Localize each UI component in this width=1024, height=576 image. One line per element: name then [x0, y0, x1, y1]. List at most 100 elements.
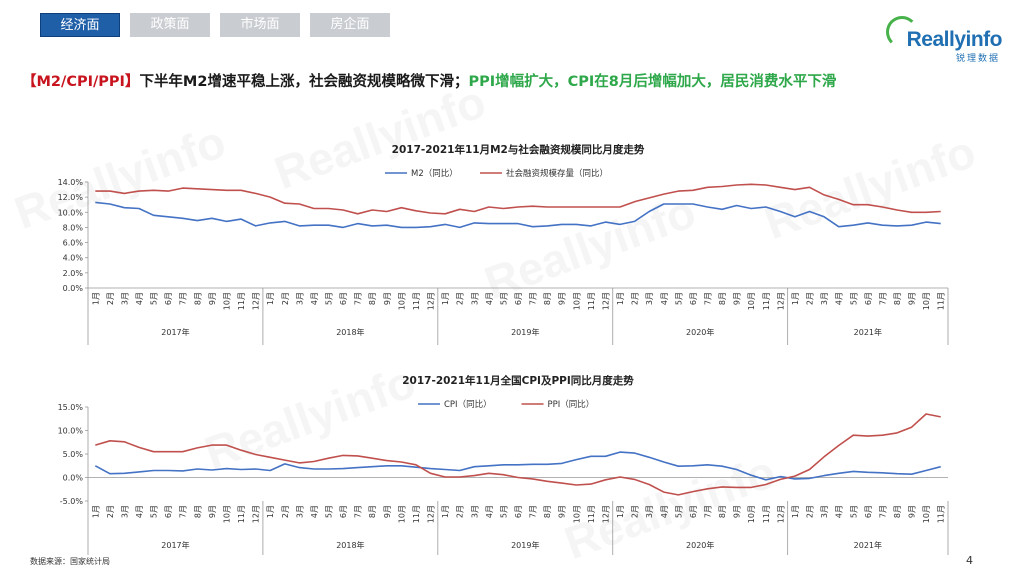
logo-arc-icon — [886, 16, 918, 48]
x-year-label: 2017年 — [161, 327, 189, 337]
x-year-label: 2021年 — [854, 540, 882, 550]
y-tick-label: 8.0% — [63, 223, 84, 232]
x-month-label: 11月 — [237, 505, 246, 523]
x-month-label: 8月 — [368, 505, 377, 518]
legend-label: 社会融资规模存量（同比） — [506, 168, 608, 179]
x-month-label: 2月 — [281, 505, 290, 518]
tab-economy[interactable]: 经济面 — [40, 13, 120, 37]
x-month-label: 8月 — [893, 505, 902, 518]
x-month-label: 9月 — [383, 292, 392, 305]
x-month-label: 12月 — [252, 292, 261, 310]
x-month-label: 3月 — [820, 505, 829, 518]
y-tick-label: -5.0% — [60, 497, 84, 506]
x-month-label: 3月 — [820, 292, 829, 305]
x-month-label: 7月 — [179, 505, 188, 518]
legend-label: M2（同比） — [411, 168, 458, 179]
tab-developer[interactable]: 房企面 — [310, 13, 390, 37]
x-month-label: 4月 — [135, 505, 144, 518]
x-month-label: 6月 — [514, 505, 523, 518]
x-month-label: 8月 — [893, 292, 902, 305]
x-month-label: 5月 — [150, 505, 159, 518]
series-line — [95, 413, 941, 496]
x-month-label: 7月 — [529, 505, 538, 518]
x-month-label: 8月 — [718, 505, 727, 518]
x-month-label: 12月 — [427, 505, 436, 523]
x-month-label: 10月 — [397, 505, 406, 523]
x-month-label: 12月 — [776, 505, 785, 523]
x-month-label: 7月 — [878, 292, 887, 305]
x-month-label: 3月 — [470, 505, 479, 518]
m2-tsf-chart: 2017-2021年11月M2与社会融资规模同比月度走势 M2（同比） 社会融资规模… — [58, 143, 949, 345]
x-month-label: 3月 — [470, 292, 479, 305]
x-month-label: 1月 — [791, 505, 800, 518]
x-month-label: 9月 — [558, 505, 567, 518]
x-month-label: 11月 — [587, 292, 596, 310]
x-month-label: 8月 — [193, 505, 202, 518]
x-month-label: 7月 — [354, 292, 363, 305]
x-month-label: 5月 — [499, 292, 508, 305]
x-month-label: 3月 — [295, 292, 304, 305]
x-month-label: 8月 — [543, 505, 552, 518]
x-month-label: 6月 — [339, 292, 348, 305]
x-month-label: 5月 — [674, 292, 683, 305]
x-year-label: 2017年 — [161, 540, 189, 550]
x-month-label: 1月 — [266, 505, 275, 518]
x-month-label: 5月 — [325, 292, 334, 305]
x-month-label: 4月 — [485, 505, 494, 518]
x-month-label: 2月 — [106, 292, 115, 305]
x-month-label: 4月 — [835, 505, 844, 518]
x-month-label: 12月 — [601, 292, 610, 310]
x-month-label: 11月 — [412, 505, 421, 523]
legend-label: PPI（同比） — [548, 399, 595, 410]
x-month-label: 1月 — [616, 505, 625, 518]
chart-title: 2017-2021年11月全国CPI及PPI同比月度走势 — [402, 374, 634, 387]
x-month-label: 1月 — [441, 505, 450, 518]
x-month-label: 10月 — [747, 292, 756, 310]
x-month-label: 9月 — [208, 292, 217, 305]
x-month-label: 1月 — [441, 292, 450, 305]
x-year-label: 2020年 — [686, 327, 714, 337]
x-month-label: 9月 — [908, 292, 917, 305]
y-tick-label: 10.0% — [58, 427, 84, 436]
x-month-label: 9月 — [383, 505, 392, 518]
legend-label: CPI（同比） — [444, 399, 492, 410]
x-month-label: 12月 — [252, 505, 261, 523]
x-month-label: 4月 — [660, 292, 669, 305]
x-month-label: 4月 — [660, 505, 669, 518]
x-month-label: 6月 — [689, 505, 698, 518]
x-month-label: 11月 — [937, 292, 946, 310]
x-month-label: 10月 — [572, 505, 581, 523]
x-month-label: 9月 — [208, 505, 217, 518]
x-month-label: 8月 — [718, 292, 727, 305]
x-month-label: 5月 — [674, 505, 683, 518]
y-tick-label: 4.0% — [63, 254, 84, 263]
x-month-label: 5月 — [499, 505, 508, 518]
x-month-label: 4月 — [310, 505, 319, 518]
x-month-label: 6月 — [689, 292, 698, 305]
x-month-label: 8月 — [543, 292, 552, 305]
logo-subtext: 锐理数据 — [955, 54, 1000, 64]
logo-text: Reallyinfo — [906, 28, 1003, 51]
x-month-label: 8月 — [368, 292, 377, 305]
x-month-label: 11月 — [762, 505, 771, 523]
x-month-label: 5月 — [325, 505, 334, 518]
x-year-label: 2020年 — [686, 540, 714, 550]
page-headline: 【M2/CPI/PPI】下半年M2增速平稳上涨，社会融资规模略微下滑；PPI增幅… — [22, 70, 836, 91]
x-month-label: 6月 — [514, 292, 523, 305]
x-month-label: 9月 — [733, 292, 742, 305]
x-month-label: 7月 — [703, 505, 712, 518]
x-month-label: 1月 — [616, 292, 625, 305]
x-month-label: 6月 — [864, 505, 873, 518]
x-month-label: 3月 — [120, 292, 129, 305]
tab-market[interactable]: 市场面 — [220, 13, 300, 37]
headline-part1: 下半年M2增速平稳上涨，社会融资规模略微下滑； — [139, 74, 469, 90]
x-month-label: 3月 — [645, 292, 654, 305]
tab-policy[interactable]: 政策面 — [130, 13, 210, 37]
y-tick-label: 6.0% — [63, 239, 84, 248]
brand-logo: Reallyinfo 锐理数据 — [884, 14, 1003, 64]
x-year-label: 2019年 — [511, 540, 539, 550]
x-month-label: 2月 — [281, 292, 290, 305]
y-tick-label: 0.0% — [63, 474, 84, 483]
data-source: 数据来源：国家统计局 — [30, 557, 110, 566]
series-line — [95, 201, 941, 229]
